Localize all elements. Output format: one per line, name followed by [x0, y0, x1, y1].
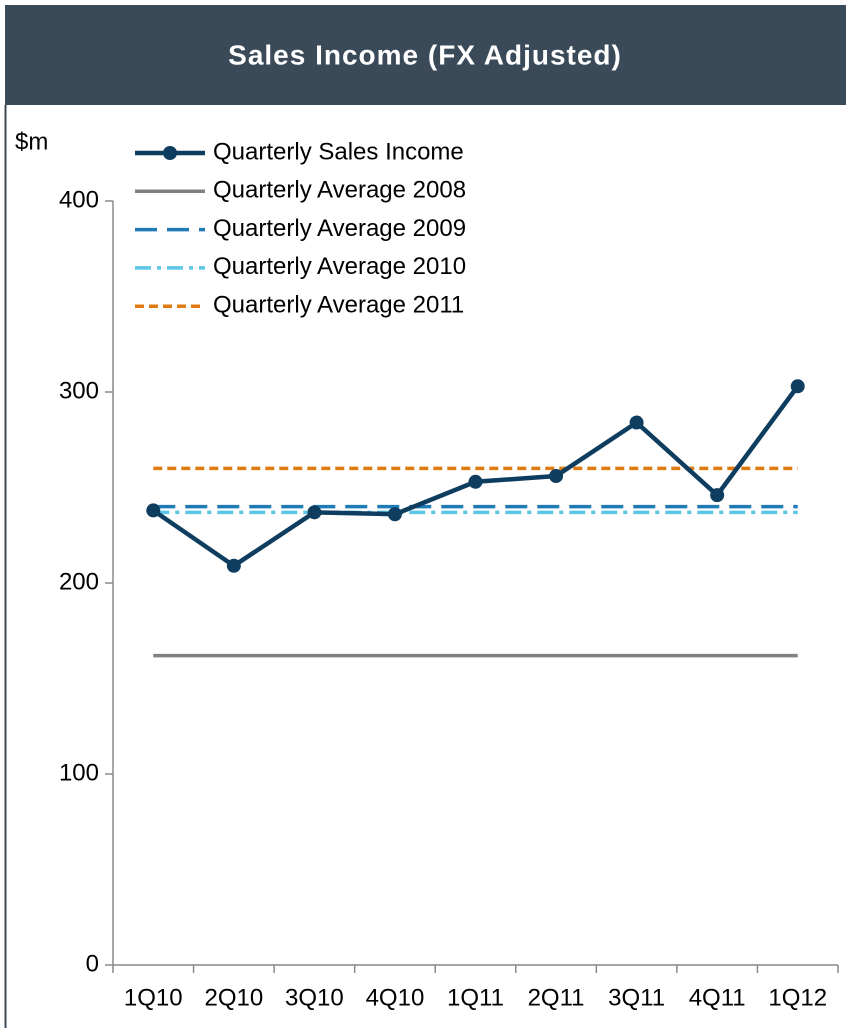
point — [146, 503, 161, 518]
point — [629, 415, 644, 430]
x-tick-label: 1Q10 — [124, 984, 183, 1011]
point — [226, 558, 241, 573]
point — [710, 488, 725, 503]
x-tick-label: 2Q10 — [204, 984, 263, 1011]
y-axis-label: $m — [15, 128, 48, 155]
y-tick-label: 200 — [59, 568, 99, 595]
y-tick-label: 300 — [59, 377, 99, 404]
point — [468, 474, 483, 489]
x-tick-label: 1Q11 — [447, 984, 504, 1011]
point — [790, 379, 805, 394]
x-tick-label: 4Q10 — [366, 984, 425, 1011]
y-tick-label: 400 — [59, 186, 99, 213]
point — [549, 469, 564, 484]
point — [387, 507, 402, 522]
legend-label: Quarterly Average 2010 — [213, 253, 466, 280]
legend-label: Quarterly Average 2011 — [213, 292, 464, 319]
legend-label: Quarterly Sales Income — [213, 138, 464, 165]
chart-title: Sales Income (FX Adjusted) — [228, 39, 622, 70]
legend-label: Quarterly Average 2009 — [213, 215, 466, 242]
x-tick-label: 4Q11 — [689, 984, 746, 1011]
point — [307, 505, 322, 520]
legend-marker — [163, 146, 177, 160]
x-tick-label: 3Q11 — [608, 984, 665, 1011]
x-tick-label: 2Q11 — [528, 984, 585, 1011]
y-tick-label: 100 — [59, 759, 99, 786]
x-tick-label: 1Q12 — [768, 984, 827, 1011]
legend-label: Quarterly Average 2008 — [213, 177, 466, 204]
y-tick-label: 0 — [86, 950, 99, 977]
header — [5, 5, 846, 105]
x-tick-label: 3Q10 — [285, 984, 344, 1011]
